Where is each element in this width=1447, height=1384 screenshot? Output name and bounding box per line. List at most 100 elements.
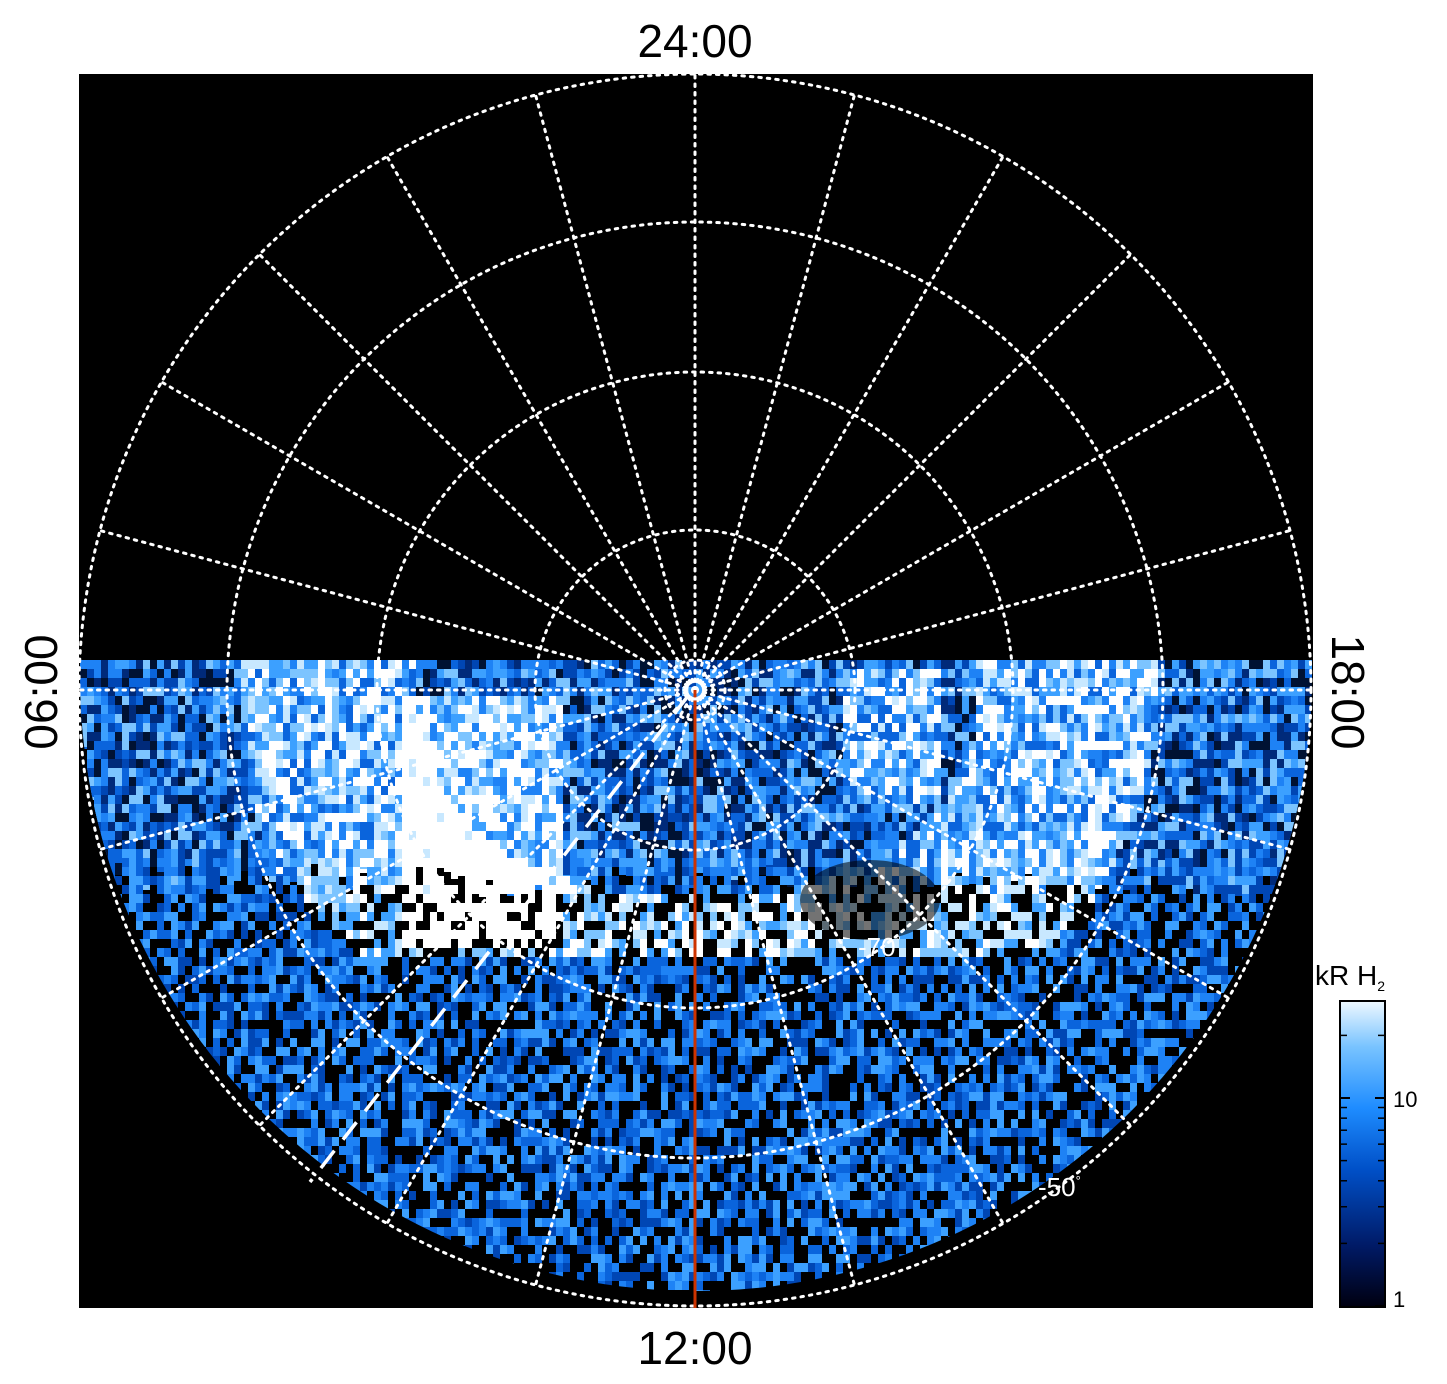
emission-pixel bbox=[1305, 660, 1312, 671]
emission-pixel bbox=[136, 750, 143, 765]
emission-pixel bbox=[157, 732, 164, 741]
emission-pixel bbox=[500, 669, 507, 681]
emission-pixel bbox=[283, 678, 290, 692]
emission-pixel bbox=[948, 903, 955, 912]
emission-pixel bbox=[983, 867, 990, 876]
emission-pixel bbox=[745, 921, 752, 930]
emission-pixel bbox=[360, 768, 367, 781]
emission-pixel bbox=[955, 750, 962, 764]
emission-pixel bbox=[367, 948, 374, 957]
emission-pixel bbox=[766, 849, 773, 865]
emission-pixel bbox=[661, 894, 668, 903]
emission-pixel bbox=[1067, 867, 1074, 876]
emission-pixel bbox=[647, 921, 654, 930]
emission-pixel bbox=[598, 939, 605, 948]
emission-pixel bbox=[787, 705, 794, 719]
emission-pixel bbox=[318, 948, 325, 957]
emission-pixel bbox=[1221, 921, 1228, 930]
emission-pixel bbox=[507, 903, 514, 912]
emission-pixel bbox=[409, 939, 416, 948]
emission-pixel bbox=[213, 948, 220, 957]
emission-pixel bbox=[332, 858, 339, 867]
emission-pixel bbox=[199, 876, 206, 885]
emission-pixel bbox=[283, 867, 290, 876]
emission-pixel bbox=[304, 858, 311, 867]
emission-pixel bbox=[395, 705, 402, 718]
emission-pixel bbox=[997, 921, 1004, 930]
emission-pixel bbox=[640, 858, 647, 867]
emission-pixel bbox=[1116, 903, 1123, 912]
emission-pixel bbox=[682, 921, 689, 930]
emission-pixel bbox=[703, 894, 710, 903]
emission-pixel bbox=[570, 921, 577, 930]
emission-pixel bbox=[1179, 660, 1186, 669]
emission-pixel bbox=[1060, 867, 1067, 876]
emission-pixel bbox=[955, 903, 962, 912]
emission-pixel bbox=[626, 894, 633, 903]
emission-pixel bbox=[381, 921, 388, 930]
emission-pixel bbox=[1088, 858, 1095, 867]
emission-pixel bbox=[1144, 867, 1151, 876]
emission-pixel bbox=[983, 948, 990, 957]
emission-pixel bbox=[409, 894, 416, 903]
emission-pixel bbox=[773, 939, 780, 948]
emission-pixel bbox=[787, 696, 794, 709]
emission-pixel bbox=[1200, 750, 1207, 762]
emission-pixel bbox=[696, 939, 703, 948]
emission-pixel bbox=[808, 741, 815, 755]
emission-pixel bbox=[1200, 876, 1207, 885]
emission-pixel bbox=[1186, 804, 1193, 813]
emission-pixel bbox=[297, 696, 304, 705]
emission-pixel bbox=[787, 930, 794, 939]
emission-pixel bbox=[906, 678, 913, 690]
emission-pixel bbox=[248, 660, 255, 672]
emission-pixel bbox=[1151, 759, 1158, 773]
emission-pixel bbox=[1130, 750, 1137, 767]
emission-pixel bbox=[1270, 660, 1277, 671]
emission-pixel bbox=[1221, 858, 1228, 867]
emission-pixel bbox=[682, 876, 689, 885]
emission-pixel bbox=[283, 939, 290, 948]
emission-pixel bbox=[255, 876, 262, 885]
emission-pixel bbox=[1088, 885, 1095, 894]
emission-pixel bbox=[157, 921, 164, 930]
emission-pixel bbox=[1088, 921, 1095, 930]
emission-pixel bbox=[521, 867, 528, 876]
emission-pixel bbox=[1144, 939, 1151, 948]
emission-pixel bbox=[290, 948, 297, 957]
emission-pixel bbox=[227, 804, 234, 813]
emission-pixel bbox=[759, 759, 766, 768]
emission-pixel bbox=[1144, 669, 1151, 682]
emission-pixel bbox=[612, 885, 619, 894]
emission-pixel bbox=[1060, 921, 1067, 930]
emission-pixel bbox=[514, 876, 521, 885]
emission-pixel bbox=[283, 822, 290, 831]
emission-pixel bbox=[710, 876, 717, 885]
emission-pixel bbox=[115, 687, 122, 698]
emission-pixel bbox=[1263, 741, 1270, 752]
emission-pixel bbox=[129, 669, 136, 685]
emission-pixel bbox=[962, 930, 969, 939]
emission-pixel bbox=[283, 876, 290, 885]
emission-pixel bbox=[1137, 858, 1144, 867]
emission-pixel bbox=[794, 687, 801, 697]
emission-pixel bbox=[318, 750, 325, 766]
emission-pixel bbox=[311, 840, 318, 850]
emission-pixel bbox=[710, 903, 717, 912]
emission-pixel bbox=[178, 921, 185, 930]
emission-pixel bbox=[304, 921, 311, 930]
emission-pixel bbox=[451, 858, 458, 867]
emission-pixel bbox=[927, 687, 934, 702]
emission-pixel bbox=[1179, 759, 1186, 773]
emission-pixel bbox=[157, 885, 164, 894]
emission-pixel bbox=[857, 831, 864, 840]
emission-pixel bbox=[1095, 939, 1102, 948]
emission-pixel bbox=[598, 903, 605, 912]
emission-pixel bbox=[339, 921, 346, 930]
emission-pixel bbox=[276, 930, 283, 939]
emission-pixel bbox=[1025, 930, 1032, 939]
emission-pixel bbox=[626, 741, 633, 753]
emission-pixel bbox=[766, 921, 773, 930]
emission-pixel bbox=[332, 903, 339, 912]
emission-pixel bbox=[507, 885, 514, 894]
